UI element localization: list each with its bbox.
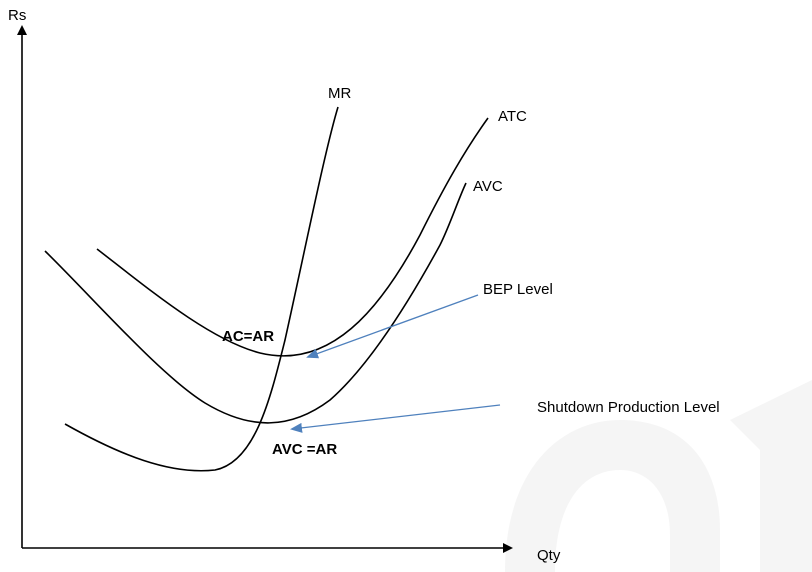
y-axis-label: Rs: [8, 7, 26, 24]
mr-curve: [64, 106, 339, 472]
avc-curve: [44, 182, 467, 424]
atc-curve: [96, 117, 489, 357]
avc-ar-point-label: AVC =AR: [272, 441, 337, 458]
avc-curve-label: AVC: [473, 178, 503, 195]
mr-curve-label: MR: [328, 85, 351, 102]
ac-ar-point-label: AC=AR: [222, 328, 274, 345]
shutdown-pointer-arrow: [290, 404, 501, 433]
atc-curve-label: ATC: [498, 108, 527, 125]
bep-level-label: BEP Level: [483, 281, 553, 298]
watermark-logo: [505, 380, 812, 572]
bep-pointer-arrow: [306, 294, 479, 359]
shutdown-level-label: Shutdown Production Level: [537, 399, 720, 416]
x-axis-label: Qty: [537, 547, 561, 564]
